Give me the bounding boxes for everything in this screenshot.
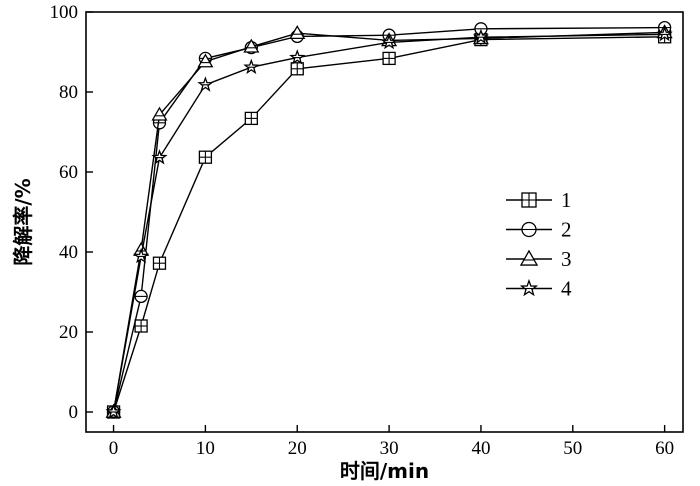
square-marker (521, 192, 537, 208)
data-point-series-1 (382, 51, 396, 66)
data-point-series-3 (243, 38, 260, 53)
x-tick-label: 0 (109, 438, 119, 459)
y-axis-ticks: 0 20 40 60 80 100 (50, 2, 93, 423)
series-3 (105, 24, 673, 418)
legend-item: 4 (506, 277, 572, 301)
data-point-series-1 (244, 111, 258, 126)
series-1 (106, 30, 672, 419)
triangle-marker (519, 249, 539, 266)
series-line-4 (112, 33, 665, 413)
circle-marker (521, 221, 537, 238)
data-point-series-4 (105, 403, 122, 419)
x-tick-label: 20 (288, 438, 307, 459)
y-tick-label: 40 (59, 242, 78, 263)
axes (85, 11, 684, 433)
series-line-1 (112, 36, 665, 413)
y-tick-label: 0 (69, 402, 79, 423)
legend-item: 1 (506, 188, 572, 212)
y-tick-label: 60 (59, 162, 78, 183)
data-point-series-3 (197, 53, 214, 68)
data-point-series-1 (152, 256, 167, 270)
series-layer (105, 20, 673, 419)
data-point-series-1 (290, 62, 304, 76)
data-point-series-4 (132, 247, 150, 264)
legend-item: 3 (506, 247, 572, 271)
x-tick-label: 10 (196, 438, 215, 459)
series-line-3 (112, 31, 665, 413)
legend-item: 2 (506, 218, 572, 242)
x-axis-title: 时间/min (340, 459, 429, 483)
legend: 1 2 3 4 (506, 188, 572, 301)
y-tick-label: 100 (50, 2, 79, 23)
data-point-series-3 (151, 106, 168, 121)
x-tick-label: 50 (563, 438, 582, 459)
legend-label: 4 (561, 277, 572, 301)
y-tick-label: 20 (59, 322, 78, 343)
data-point-series-4 (656, 25, 673, 42)
star-marker (519, 278, 539, 297)
y-axis-title: 降解率/% (11, 178, 35, 265)
legend-label: 1 (561, 188, 572, 212)
plot-frame (85, 11, 684, 433)
data-point-series-4 (472, 28, 490, 45)
x-tick-label: 30 (380, 438, 399, 459)
data-point-series-3 (289, 24, 306, 40)
series-4 (105, 25, 673, 419)
x-axis-ticks: 0 10 20 30 40 50 60 (109, 425, 674, 459)
data-point-series-4 (197, 76, 214, 92)
legend-label: 2 (561, 218, 572, 242)
data-point-series-1 (198, 150, 213, 164)
series-2 (106, 20, 672, 419)
x-tick-label: 40 (471, 438, 490, 459)
data-point-series-1 (134, 319, 148, 333)
data-point-series-4 (289, 49, 306, 65)
series-line-2 (112, 26, 665, 413)
data-point-series-4 (380, 33, 398, 50)
data-point-series-2 (134, 289, 148, 304)
legend-label: 3 (561, 247, 572, 271)
x-tick-label: 60 (655, 438, 674, 459)
data-point-series-4 (243, 58, 260, 75)
data-point-series-4 (151, 149, 168, 165)
y-tick-label: 80 (59, 82, 78, 103)
